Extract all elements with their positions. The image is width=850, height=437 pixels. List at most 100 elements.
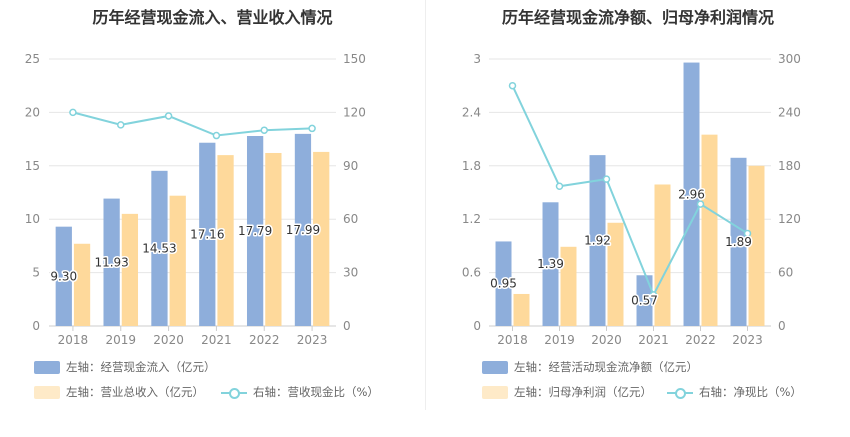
data-label-0-2021: 17.16 — [190, 227, 224, 241]
bar-0-s1-2023 — [294, 133, 312, 326]
bar-1-s1-2023 — [730, 157, 747, 326]
legend-item-bar2[interactable]: 左轴：归母净利润（亿元） — [482, 384, 652, 400]
legend-item-line[interactable]: 右轴：营收现金比（%） — [221, 384, 379, 400]
data-label-0-2018: 9.30 — [50, 269, 77, 283]
line-point-0-2021 — [212, 131, 221, 140]
data-label-0-2023: 17.99 — [286, 223, 320, 237]
legend-label: 右轴：营收现金比（%） — [253, 385, 379, 399]
data-label-1-2020: 1.92 — [584, 234, 611, 248]
data-label-1-2023: 1.89 — [725, 235, 752, 249]
legend-swatch — [482, 360, 508, 374]
line-point-1-2020 — [602, 175, 611, 183]
bar-0-s2-2018 — [73, 243, 91, 326]
line-point-1-2022 — [696, 200, 705, 208]
line-series-1 — [511, 85, 749, 298]
x-tick-label: 2018 — [497, 333, 528, 347]
bar-0-s1-2018 — [55, 226, 72, 326]
x-tick-label: 2020 — [591, 333, 622, 347]
bar-0-s2-2023 — [313, 151, 330, 326]
y-right-tick-label: 60 — [778, 266, 793, 280]
legend-item-bar1[interactable]: 左轴：经营活动现金流净额（亿元） — [482, 359, 698, 375]
data-label-1-2019: 1.39 — [537, 257, 564, 271]
bar-0-s2-2020 — [169, 195, 186, 326]
bar-0-s2-2021 — [217, 155, 234, 326]
bar-0-s2-2022 — [265, 152, 282, 326]
data-label-1-2021: 0.57 — [631, 294, 658, 308]
x-tick-label: 2018 — [58, 333, 89, 347]
line-point-0-2019 — [117, 121, 125, 129]
line-point-0-2022 — [260, 126, 268, 134]
y-right-tick-label: 150 — [343, 52, 366, 66]
line-point-0-2023 — [308, 124, 316, 133]
bar-1-s2-2022 — [701, 134, 718, 326]
legend-swatch — [34, 360, 60, 374]
x-tick-label: 2021 — [638, 333, 669, 347]
y-left-tick-label: 20 — [25, 105, 40, 119]
y-right-tick-label: 120 — [778, 212, 801, 226]
y-right-tick-label: 60 — [343, 212, 358, 226]
chart-panel-right: 历年经营现金流净额、归母净利润情况 0 0.6 1.2 1.8 2.4 3 0 60 120 18… — [426, 0, 850, 437]
legend-line-icon — [667, 386, 693, 399]
x-tick-label: 2022 — [249, 333, 280, 347]
legend-item-bar1[interactable]: 左轴：经营现金流入（亿元） — [34, 359, 216, 375]
y-left-tick-label: 0 — [473, 319, 481, 333]
y-right-tick-label: 300 — [778, 52, 801, 66]
y-left-tick-label: 1.2 — [462, 212, 481, 226]
y-left-tick-label: 15 — [25, 159, 40, 173]
y-right-tick-label: 0 — [778, 319, 786, 333]
bar-0-s1-2021 — [199, 142, 216, 326]
x-tick-label: 2022 — [685, 333, 716, 347]
y-left-tick-label: 25 — [25, 52, 40, 66]
legend-line-icon — [221, 386, 247, 399]
bar-0-s1-2020 — [151, 170, 168, 326]
bar-1-s2-2019 — [560, 246, 577, 326]
y-right-tick-label: 90 — [343, 159, 358, 173]
bar-1-s1-2018 — [495, 241, 512, 326]
bar-1-s1-2022 — [683, 62, 700, 327]
y-left-tick-label: 0 — [32, 319, 40, 333]
chart-title: 历年经营现金流净额、归母净利润情况 — [501, 8, 774, 27]
bar-1-s2-2020 — [607, 222, 624, 326]
bar-1-s1-2021 — [636, 275, 653, 326]
y-left-tick-label: 0.6 — [462, 266, 481, 280]
legend-label: 右轴：净现比（%） — [699, 385, 802, 399]
x-tick-label: 2020 — [153, 333, 184, 347]
chart-plot-right: 0 0.6 1.2 1.8 2.4 3 0 60 120 180 240 300 2018 2019 202… — [462, 52, 801, 347]
y-right-tick-label: 30 — [343, 266, 358, 280]
data-label-0-2019: 11.93 — [94, 255, 128, 269]
data-label-1-2022: 2.96 — [678, 187, 705, 201]
x-tick-label: 2021 — [201, 333, 232, 347]
y-left-tick-label: 10 — [25, 212, 40, 226]
bar-1-s1-2019 — [542, 202, 559, 326]
y-left-tick-label: 3 — [473, 52, 481, 66]
legend-item-bar2[interactable]: 左轴：营业总收入（亿元） — [34, 384, 204, 400]
chart-panel-left: 历年经营现金流入、营业收入情况 0 5 10 15 20 25 0 30 60 90 120 150 2… — [25, 8, 379, 400]
x-tick-label: 2019 — [544, 333, 575, 347]
legend-swatch — [34, 385, 60, 399]
line-point-1-2023 — [743, 229, 752, 238]
line-series-0 — [72, 111, 313, 137]
bar-1-s2-2021 — [654, 184, 671, 326]
x-tick-label: 2019 — [105, 333, 136, 347]
y-right-tick-label: 0 — [343, 319, 351, 333]
x-tick-label: 2023 — [732, 333, 763, 347]
line-point-1-2021 — [649, 291, 658, 299]
data-label-0-2022: 17.79 — [238, 224, 272, 238]
y-right-tick-label: 120 — [343, 105, 366, 119]
legend-label: 左轴：经营活动现金流净额（亿元） — [514, 360, 698, 374]
legend-label: 左轴：经营现金流入（亿元） — [66, 360, 216, 374]
bar-1-s2-2023 — [748, 165, 765, 326]
line-point-1-2019 — [555, 182, 564, 191]
data-label-0-2020: 14.53 — [142, 241, 176, 255]
x-tick-label: 2023 — [297, 333, 328, 347]
legend-swatch — [482, 385, 508, 399]
y-left-tick-label: 1.8 — [462, 159, 481, 173]
line-point-0-2020 — [164, 112, 173, 120]
y-right-tick-label: 240 — [778, 105, 801, 119]
bar-0-s1-2019 — [103, 198, 120, 326]
bar-0-s2-2019 — [121, 213, 139, 326]
chart-plot-left: 0 5 10 15 20 25 0 30 60 90 120 150 2018 2019 2020 2021 2… — [25, 52, 366, 347]
legend-item-line[interactable]: 右轴：净现比（%） — [667, 384, 802, 400]
bar-1-s2-2018 — [513, 293, 530, 326]
line-point-0-2018 — [69, 108, 77, 117]
